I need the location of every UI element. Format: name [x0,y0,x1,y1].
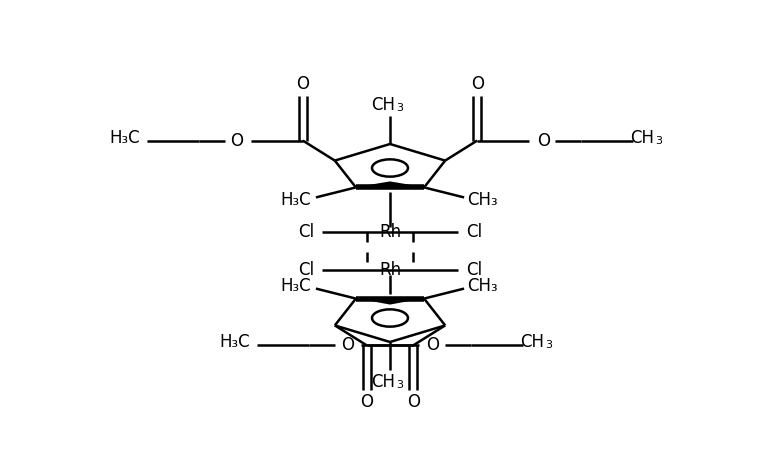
Text: Rh: Rh [379,223,401,241]
Polygon shape [358,299,422,305]
Text: O: O [360,394,373,412]
Polygon shape [354,181,426,188]
Text: O: O [427,337,439,354]
Text: Rh: Rh [379,261,401,279]
Text: CH₃: CH₃ [467,276,497,294]
Text: CH: CH [630,129,654,147]
Text: 3: 3 [656,136,662,145]
Text: 3: 3 [397,380,404,390]
Text: H₃C: H₃C [281,276,312,294]
Text: O: O [341,337,354,354]
Text: CH: CH [371,373,395,391]
Text: 3: 3 [545,340,553,350]
Text: H₃C: H₃C [220,333,250,351]
Text: CH: CH [371,96,395,114]
Text: CH₃: CH₃ [467,191,497,209]
Text: Cl: Cl [466,261,482,279]
Text: O: O [296,75,309,93]
Text: O: O [407,394,420,412]
Text: CH: CH [519,333,544,351]
Text: Cl: Cl [298,261,314,279]
Text: Cl: Cl [466,223,482,241]
Text: O: O [230,131,243,150]
Text: O: O [536,131,550,150]
Text: H₃C: H₃C [281,191,312,209]
Text: H₃C: H₃C [110,129,140,147]
Text: O: O [471,75,484,93]
Text: Cl: Cl [298,223,314,241]
Text: 3: 3 [397,103,404,113]
